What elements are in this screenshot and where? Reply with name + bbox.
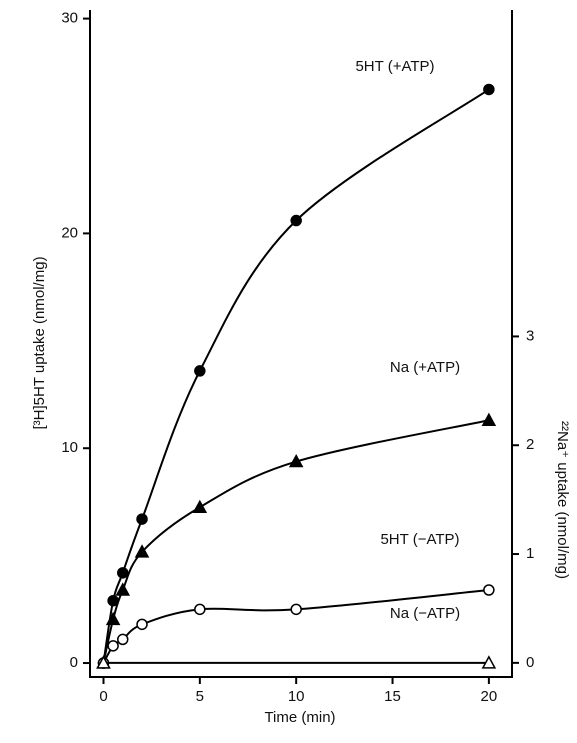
data-point [136, 618, 148, 631]
series-label: 5HT (+ATP) [355, 58, 434, 75]
data-point [136, 513, 148, 525]
series-line [102, 589, 489, 664]
y2-axis-label: ²²Na⁺ uptake (nmol/mg) [554, 421, 571, 579]
y2-tick-label: 0 [526, 654, 534, 671]
y-tick-label: 10 [61, 439, 78, 456]
x-axis-label: Time (min) [264, 709, 335, 726]
data-point [483, 83, 495, 96]
x-tick-label: 15 [384, 688, 401, 705]
x-tick-label: 20 [481, 688, 498, 705]
data-point [134, 544, 150, 558]
data-point [117, 633, 129, 646]
data-point [117, 567, 129, 579]
y2-tick-label: 2 [526, 436, 534, 453]
data-point [481, 655, 497, 669]
data-point [288, 453, 304, 468]
x-tick-label: 0 [99, 688, 107, 705]
series-label: Na (−ATP) [390, 605, 460, 622]
y-axis-label: [³H]5HT uptake (nmol/mg) [31, 256, 48, 429]
data-point [105, 611, 121, 626]
data-point [194, 365, 206, 377]
y-tick-label: 30 [61, 10, 78, 27]
series-label: 5HT (−ATP) [380, 531, 459, 548]
series-label: Na (+ATP) [390, 359, 460, 376]
y2-tick-label: 1 [526, 545, 534, 562]
data-point [483, 584, 495, 596]
data-point [107, 640, 119, 652]
data-point [194, 603, 206, 616]
data-point [115, 582, 131, 596]
data-point [192, 499, 208, 514]
y-tick-label: 20 [61, 224, 78, 241]
data-point [290, 214, 302, 227]
axes-frame [89, 10, 513, 678]
data-point [96, 655, 111, 669]
x-tick-label: 5 [196, 688, 204, 705]
series-line [102, 88, 490, 664]
x-tick-label: 10 [288, 688, 305, 705]
y2-tick-label: 3 [526, 327, 534, 344]
data-point [481, 412, 497, 426]
data-point [290, 603, 302, 616]
y-tick-label: 0 [70, 654, 78, 671]
